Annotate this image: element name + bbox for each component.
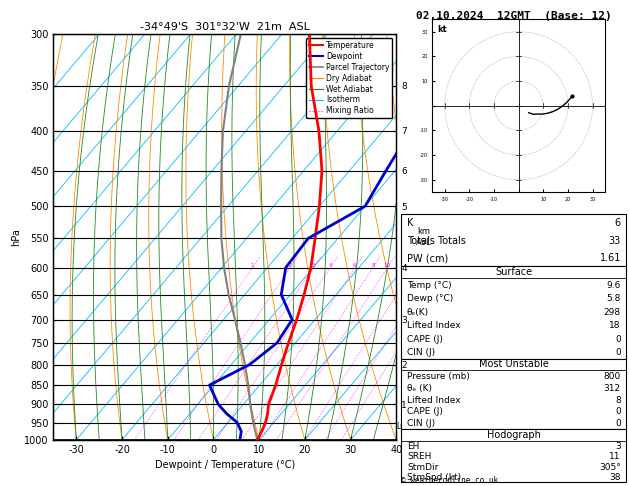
Text: PW (cm): PW (cm) — [407, 253, 448, 263]
Text: LCL: LCL — [396, 421, 410, 431]
Text: 0: 0 — [615, 348, 621, 357]
Text: © weatheronline.co.uk: © weatheronline.co.uk — [401, 476, 498, 485]
Text: 3: 3 — [615, 442, 621, 451]
Text: 11: 11 — [610, 452, 621, 461]
Text: 5.8: 5.8 — [606, 294, 621, 303]
Text: 6: 6 — [353, 262, 357, 268]
Text: Totals Totals: Totals Totals — [407, 236, 466, 246]
Text: 3: 3 — [311, 262, 315, 268]
Text: 38: 38 — [610, 473, 621, 482]
Text: CIN (J): CIN (J) — [407, 348, 435, 357]
Y-axis label: km
ASL: km ASL — [416, 227, 431, 246]
Text: 8: 8 — [371, 262, 375, 268]
Text: θₑ(K): θₑ(K) — [407, 308, 429, 316]
Text: 33: 33 — [609, 236, 621, 246]
Text: 312: 312 — [604, 384, 621, 393]
Text: 0: 0 — [615, 407, 621, 417]
Legend: Temperature, Dewpoint, Parcel Trajectory, Dry Adiabat, Wet Adiabat, Isotherm, Mi: Temperature, Dewpoint, Parcel Trajectory… — [306, 38, 392, 119]
Bar — [401, 359, 626, 429]
Text: StmDir: StmDir — [407, 463, 438, 471]
Text: 0: 0 — [615, 419, 621, 428]
Text: 2: 2 — [288, 262, 292, 268]
Text: StmSpd (kt): StmSpd (kt) — [407, 473, 461, 482]
Text: θₑ (K): θₑ (K) — [407, 384, 432, 393]
Text: 10: 10 — [384, 262, 391, 268]
X-axis label: Dewpoint / Temperature (°C): Dewpoint / Temperature (°C) — [155, 460, 295, 470]
Text: 1.61: 1.61 — [599, 253, 621, 263]
Text: CAPE (J): CAPE (J) — [407, 334, 443, 344]
Bar — [401, 266, 626, 359]
Text: SREH: SREH — [407, 452, 431, 461]
Text: 0: 0 — [615, 334, 621, 344]
Text: CIN (J): CIN (J) — [407, 419, 435, 428]
Text: 800: 800 — [604, 372, 621, 382]
Text: Lifted Index: Lifted Index — [407, 321, 460, 330]
Text: K: K — [407, 218, 413, 228]
Text: Pressure (mb): Pressure (mb) — [407, 372, 470, 382]
Text: Hodograph: Hodograph — [487, 430, 541, 440]
Text: EH: EH — [407, 442, 420, 451]
Title: -34°49'S  301°32'W  21m  ASL: -34°49'S 301°32'W 21m ASL — [140, 22, 310, 32]
Text: Dewp (°C): Dewp (°C) — [407, 294, 453, 303]
Text: Temp (°C): Temp (°C) — [407, 280, 452, 290]
Text: Most Unstable: Most Unstable — [479, 360, 549, 369]
Text: Lifted Index: Lifted Index — [407, 396, 460, 405]
Text: 305°: 305° — [599, 463, 621, 471]
Text: CAPE (J): CAPE (J) — [407, 407, 443, 417]
Text: 298: 298 — [604, 308, 621, 316]
Text: kt: kt — [437, 25, 447, 34]
Text: 8: 8 — [615, 396, 621, 405]
Text: 02.10.2024  12GMT  (Base: 12): 02.10.2024 12GMT (Base: 12) — [416, 11, 612, 21]
Text: 1: 1 — [251, 262, 254, 268]
Text: 4: 4 — [328, 262, 332, 268]
Text: Surface: Surface — [495, 267, 533, 277]
Y-axis label: hPa: hPa — [11, 228, 21, 246]
Text: 9.6: 9.6 — [606, 280, 621, 290]
Bar — [401, 214, 626, 266]
Bar — [401, 429, 626, 482]
Text: 18: 18 — [610, 321, 621, 330]
Text: 6: 6 — [615, 218, 621, 228]
